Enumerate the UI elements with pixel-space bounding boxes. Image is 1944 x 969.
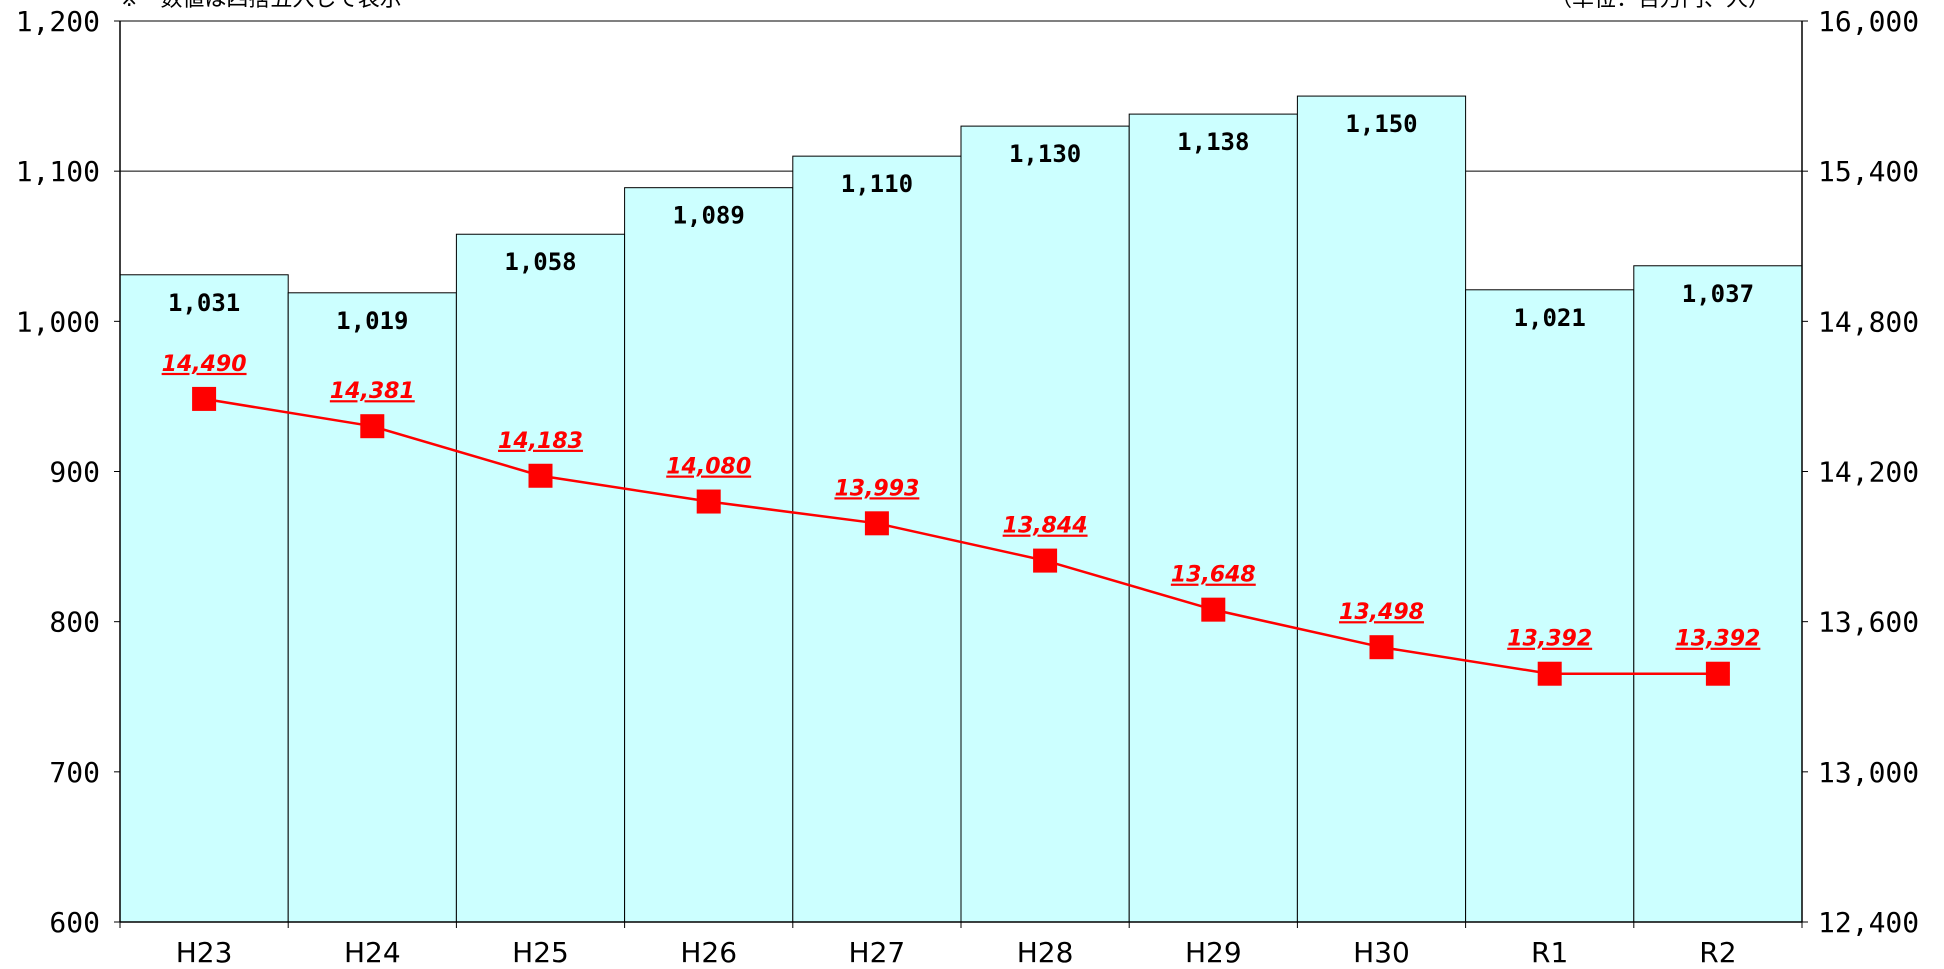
line-value-label: 13,844 [1003, 514, 1088, 539]
bar [287, 292, 457, 923]
y-right-tick-label: 15,400 [1818, 155, 1919, 188]
label-layer: 1,031 1,019 1,058 1,089 1,110 1,130 1,138 1,150… [162, 110, 1761, 652]
axis-layer: 600 700 800 900 1,000 1,100 1,200 12,400 13,000 1… [16, 5, 1919, 969]
bar [119, 274, 289, 923]
line-value-label: 14,183 [498, 429, 583, 454]
chart-unit-note: （単位：百万円、人） [1550, 0, 1770, 12]
bar-value-label: 1,150 [1345, 110, 1417, 138]
y-left-tick-label: 800 [49, 606, 100, 639]
line-value-label: 14,080 [666, 455, 751, 480]
x-tick-label: R1 [1531, 936, 1568, 969]
line-marker [528, 463, 553, 488]
x-tick-label: H25 [512, 936, 569, 969]
line-marker [360, 414, 385, 439]
bar [1465, 289, 1635, 923]
y-left-tick-label: 600 [49, 906, 100, 939]
bar-value-label: 1,019 [336, 307, 408, 335]
x-tick-label: H23 [176, 936, 233, 969]
bar [624, 187, 794, 923]
line-value-label: 13,392 [1675, 627, 1760, 652]
chart-note: ※ 数値は四捨五入して表示 [120, 0, 402, 12]
x-tick-label: H28 [1017, 936, 1074, 969]
bar [1296, 95, 1467, 923]
y-left-tick-label: 700 [49, 756, 100, 789]
line-marker [1369, 635, 1394, 660]
bar [1128, 113, 1298, 923]
y-right-tick-label: 13,000 [1818, 756, 1919, 789]
x-tick-label: H29 [1185, 936, 1242, 969]
line-value-label: 13,993 [834, 476, 919, 501]
line-series [203, 397, 1718, 675]
bar [792, 155, 962, 923]
y-right-tick-label: 14,200 [1818, 456, 1919, 489]
line-value-label: 14,381 [330, 379, 415, 404]
y-left-tick-label: 1,000 [16, 305, 100, 338]
bar-layer [119, 95, 1803, 923]
line-value-label: 14,490 [162, 352, 247, 377]
bar [455, 233, 626, 923]
x-tick-label: H24 [344, 936, 401, 969]
line-layer [192, 386, 1730, 686]
line-marker [1033, 548, 1058, 573]
bar-value-label: 1,021 [1514, 304, 1586, 332]
y-left-tick-label: 1,100 [16, 155, 100, 188]
line-value-label: 13,648 [1171, 563, 1256, 588]
bar [1633, 265, 1803, 923]
line-marker [192, 386, 217, 411]
x-tick-label: H27 [849, 936, 906, 969]
y-right-tick-label: 13,600 [1818, 606, 1919, 639]
line-marker [1201, 597, 1226, 622]
bar-value-label: 1,037 [1682, 280, 1754, 308]
bar-value-label: 1,110 [841, 170, 913, 198]
line-marker [864, 511, 889, 536]
y-right-tick-label: 14,800 [1818, 305, 1919, 338]
y-right-tick-label: 12,400 [1818, 906, 1919, 939]
line-value-label: 13,498 [1339, 600, 1424, 625]
line-value-label: 13,392 [1507, 627, 1592, 652]
bar-value-label: 1,138 [1177, 128, 1249, 156]
x-tick-label: H30 [1353, 936, 1410, 969]
bar-value-label: 1,089 [673, 202, 745, 230]
x-tick-label: H26 [680, 936, 737, 969]
bar-value-label: 1,130 [1009, 140, 1081, 168]
bar-value-label: 1,058 [504, 248, 576, 276]
bar-value-label: 1,031 [168, 289, 240, 317]
bar [960, 125, 1130, 923]
line-marker [696, 489, 721, 514]
y-right-tick-label: 16,000 [1818, 5, 1919, 38]
x-tick-label: R2 [1699, 936, 1736, 969]
line-marker [1705, 661, 1730, 686]
y-left-tick-label: 900 [49, 456, 100, 489]
line-marker [1537, 661, 1562, 686]
y-left-tick-label: 1,200 [16, 5, 100, 38]
